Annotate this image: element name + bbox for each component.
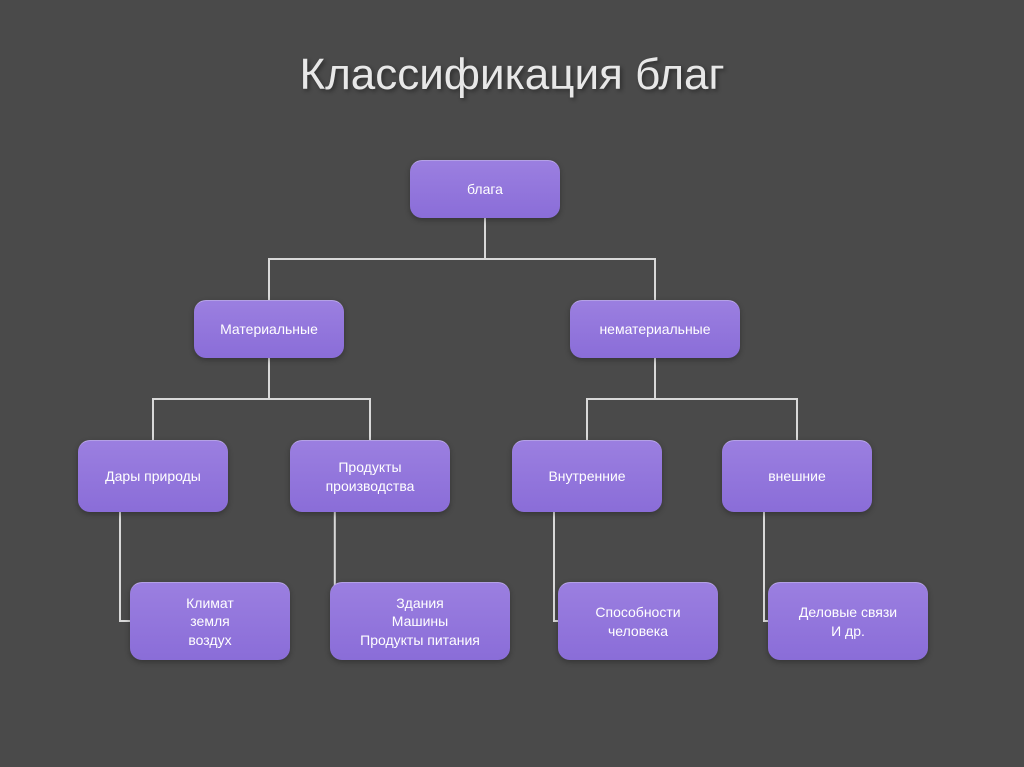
node-klimat: Климатземлявоздух (130, 582, 290, 660)
node-dary: Дары природы (78, 440, 228, 512)
node-vnesh: внешние (722, 440, 872, 512)
node-vnutr: Внутренние (512, 440, 662, 512)
node-prod: Продуктыпроизводства (290, 440, 450, 512)
node-root: блага (410, 160, 560, 218)
node-sposob: Способностичеловека (558, 582, 718, 660)
node-zdania: ЗданияМашиныПродукты питания (330, 582, 510, 660)
node-mat: Материальные (194, 300, 344, 358)
node-nemat: нематериальные (570, 300, 740, 358)
node-delov: Деловые связиИ др. (768, 582, 928, 660)
page-title: Классификация благ (0, 50, 1024, 100)
